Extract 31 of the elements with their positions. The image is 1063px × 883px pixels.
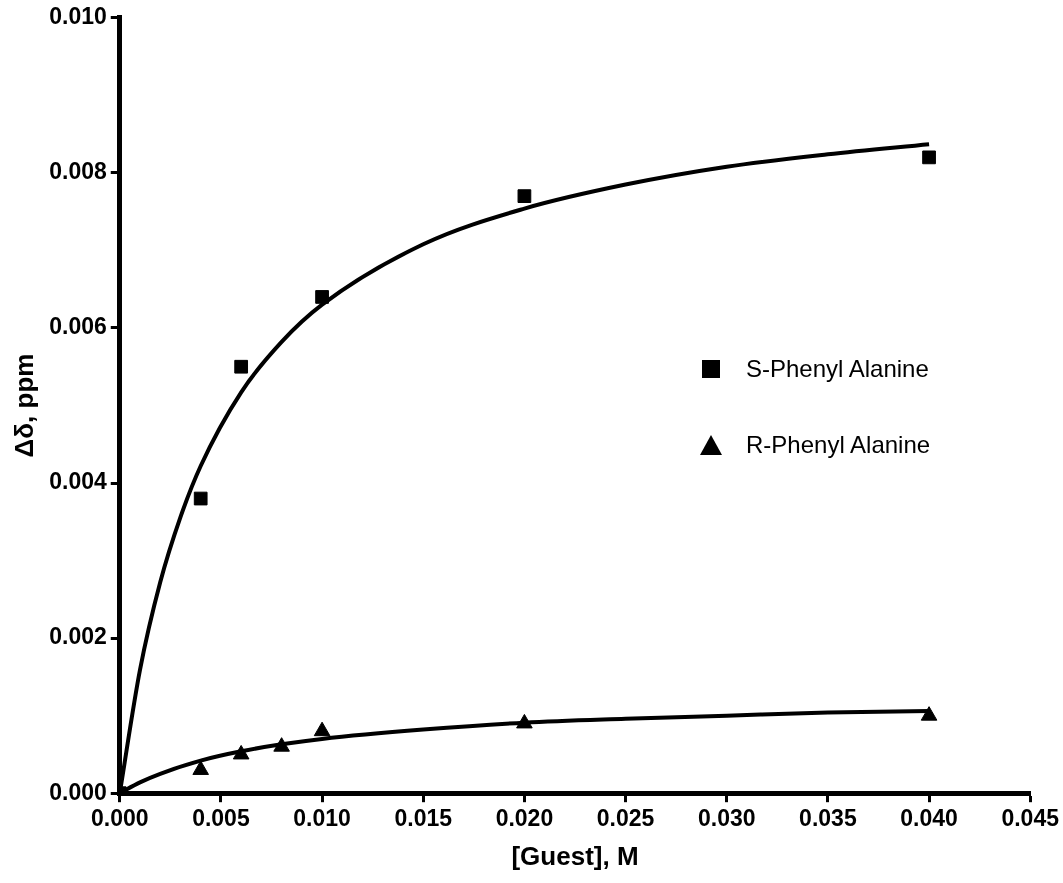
x-tick-label: 0.045 <box>1001 805 1060 832</box>
x-tick-label: 0.010 <box>293 805 351 832</box>
point <box>517 189 532 204</box>
x-tick-label: 0.015 <box>394 805 453 832</box>
x-tick-label: 0.040 <box>900 805 958 832</box>
x-tick-label: 0.005 <box>192 805 250 832</box>
y-axis-title: Δδ, ppm <box>8 353 39 458</box>
point <box>273 737 290 752</box>
y-tick-label: 0.002 <box>49 623 107 650</box>
x-tick-label: 0.035 <box>799 805 857 832</box>
point <box>920 706 938 721</box>
point <box>192 760 209 775</box>
y-tick-label: 0.000 <box>49 778 107 805</box>
x-tick-label: 0.030 <box>697 805 756 832</box>
point <box>922 150 936 165</box>
x-tick-label: 0.020 <box>495 805 554 832</box>
x-axis-title: [Guest], M <box>511 840 639 871</box>
y-tick-label: 0.006 <box>49 313 107 340</box>
y-tick-label: 0.004 <box>49 468 107 495</box>
y-tick-label: 0.010 <box>49 3 107 30</box>
point <box>315 290 329 304</box>
point <box>234 359 249 374</box>
y-tick-label: 0.008 <box>49 158 107 185</box>
point <box>313 721 331 737</box>
point <box>193 491 208 506</box>
point <box>516 713 533 729</box>
x-tick-label: 0.025 <box>596 805 655 832</box>
x-tick-label: 0.000 <box>90 805 149 832</box>
legend-label: S-Phenyl Alanine <box>746 355 929 383</box>
point <box>232 744 250 760</box>
legend-label: R-Phenyl Alanine <box>746 431 931 459</box>
